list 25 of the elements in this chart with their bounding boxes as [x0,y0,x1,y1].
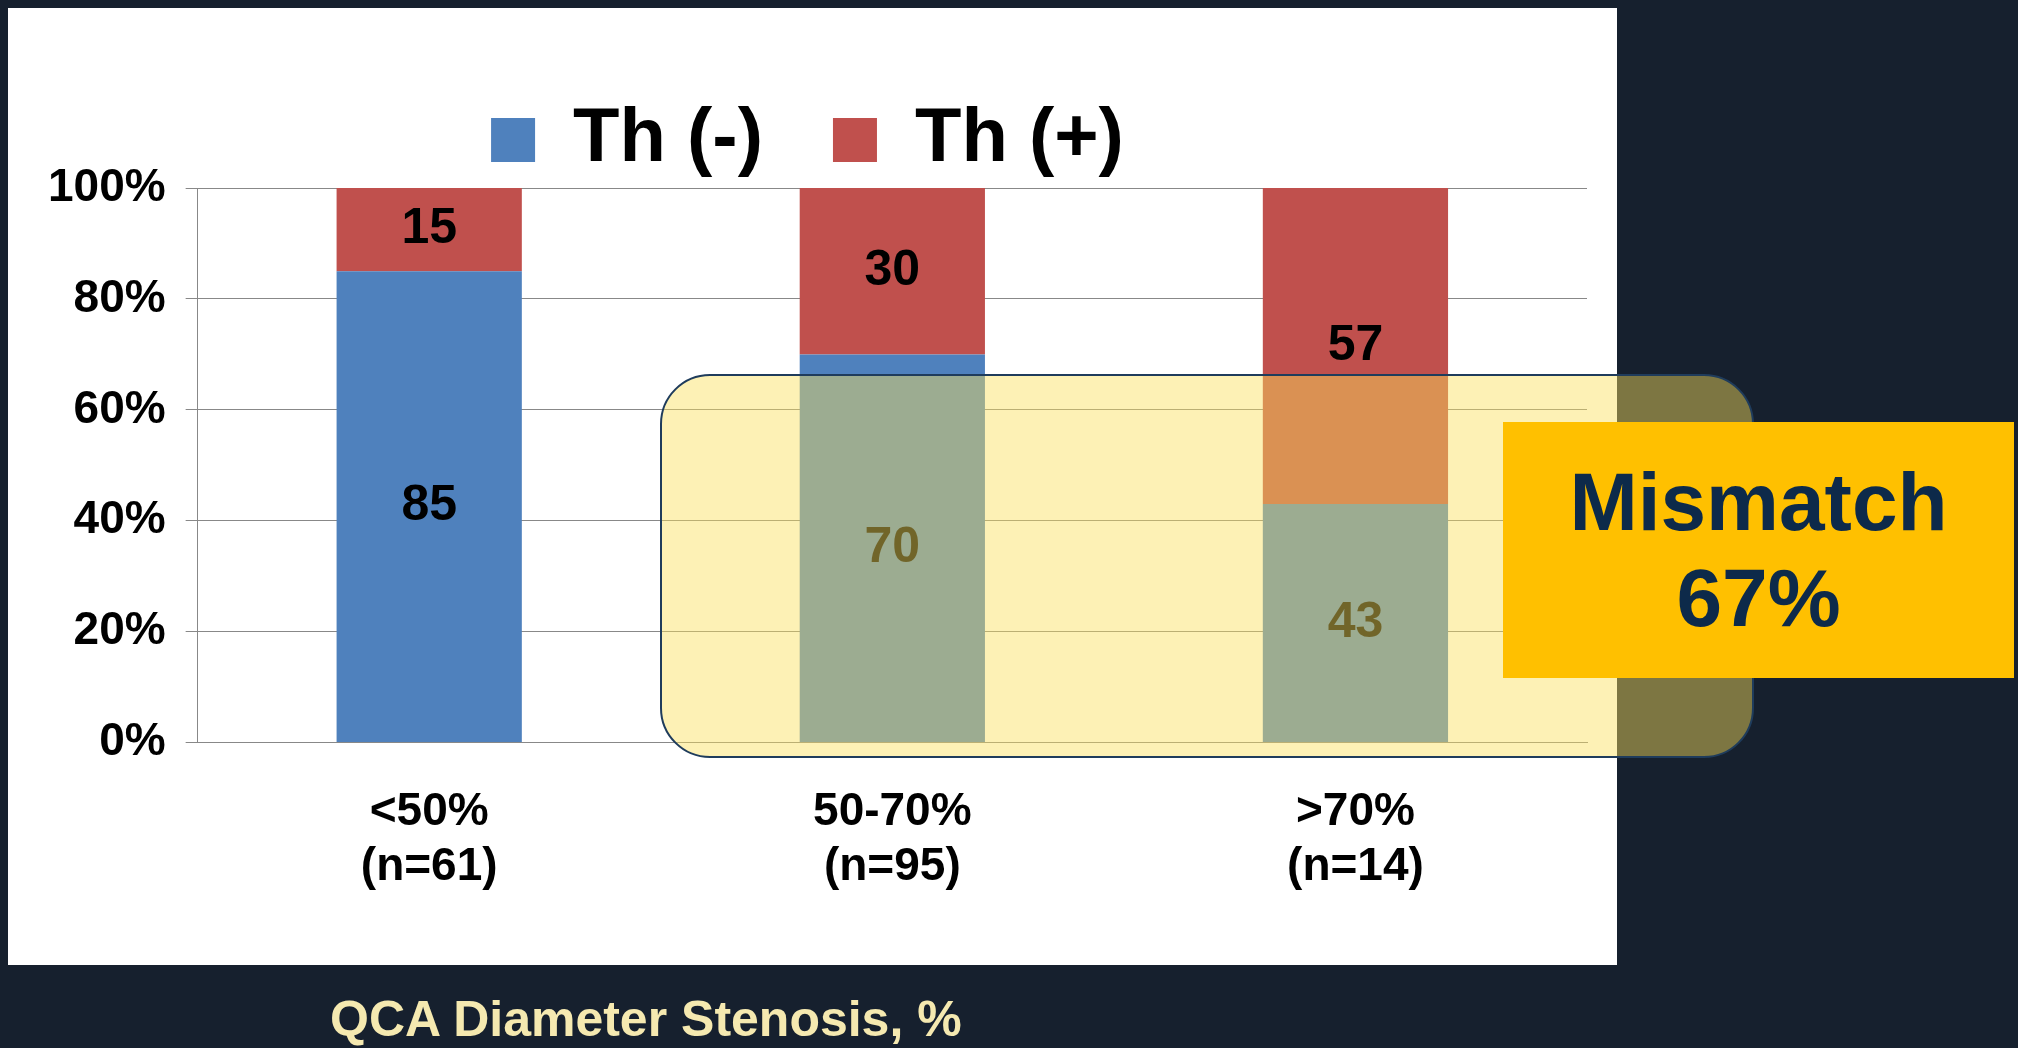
x-tick-label: >70% (n=14) [1287,782,1424,891]
bar [336,271,522,743]
data-label: 30 [864,239,921,296]
data-label: 85 [401,475,458,532]
x-axis-title: QCA Diameter Stenosis, % [330,990,962,1048]
y-tick-label: 60% [73,380,166,433]
data-label: 43 [1327,591,1384,648]
x-tick-label: 50-70% (n=95) [813,782,972,891]
data-label: 15 [401,198,458,255]
annotation: Mismatch 67% [1503,422,2014,678]
bar [799,188,985,355]
y-tick-label: 80% [73,269,166,322]
legend-label: Th (+) [914,91,1124,177]
data-label: 57 [1327,314,1384,371]
x-tick-label: <50% (n=61) [360,782,498,891]
y-tick-label: 20% [73,602,166,655]
legend-label: Th (-) [573,91,763,177]
bar [1262,504,1449,743]
bar [1262,188,1449,505]
y-tick-label: 40% [73,491,166,544]
bar [336,188,522,272]
y-tick-label: 100% [47,158,166,211]
bar [799,354,985,743]
data-label: 70 [864,517,921,574]
y-tick-label: 0% [99,713,166,766]
